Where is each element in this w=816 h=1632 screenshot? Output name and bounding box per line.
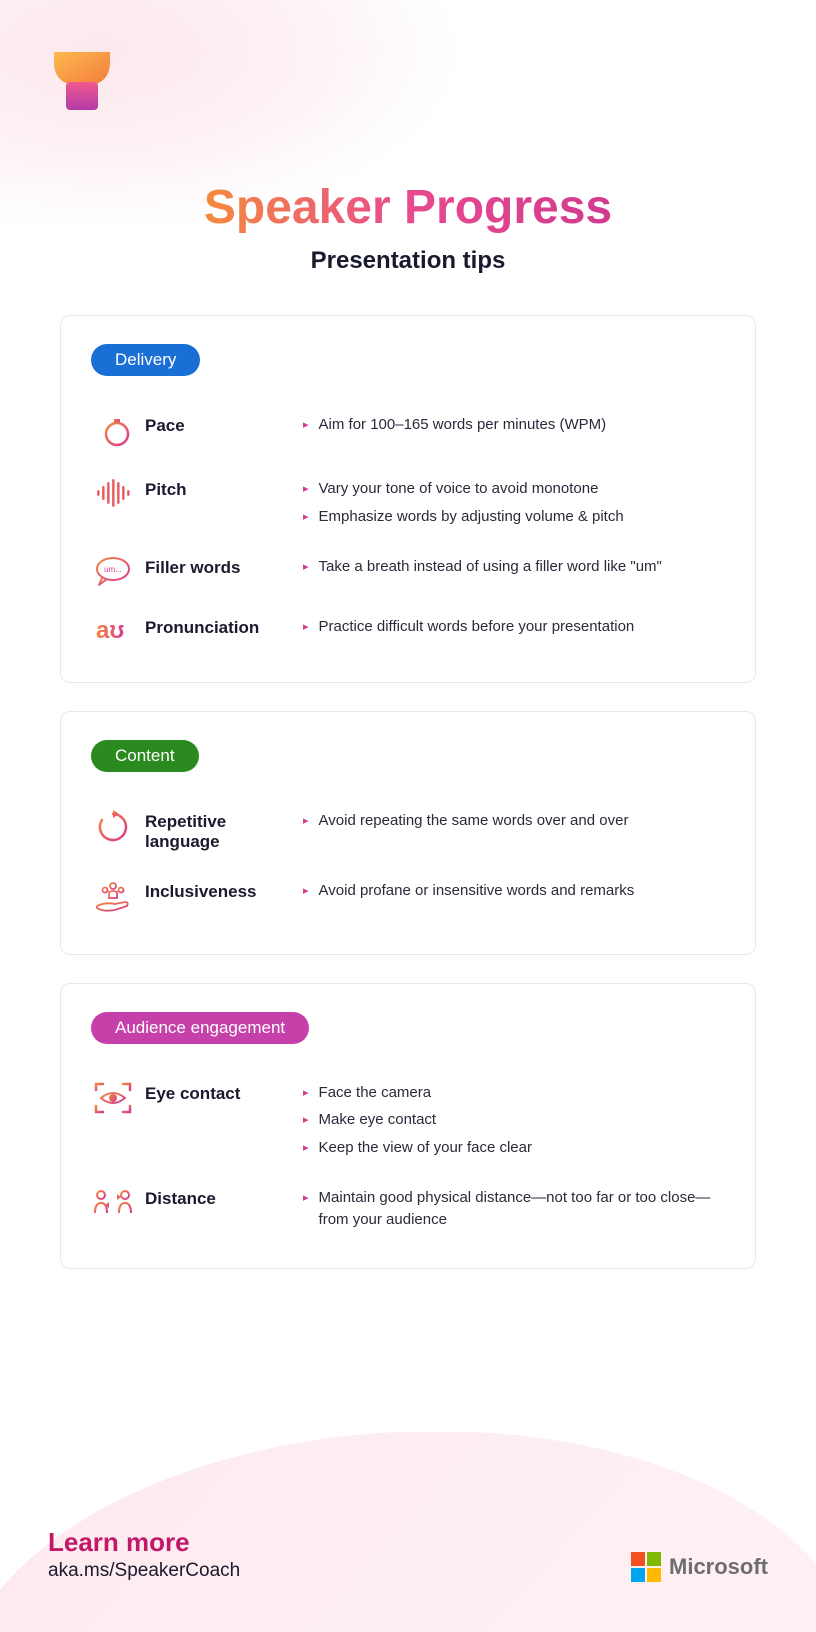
row-title-filler: Filler words [135, 556, 295, 578]
microsoft-logo: Microsoft [631, 1552, 768, 1582]
people-distance-icon [91, 1187, 135, 1217]
card-audience: Audience engagement Eye contact ▸Face th… [60, 983, 756, 1270]
bullet: ▸Emphasize words by adjusting volume & p… [303, 506, 725, 528]
svg-text:um...: um... [104, 565, 122, 574]
page-title: Speaker Progress [204, 180, 612, 235]
bullet: ▸Face the camera [303, 1082, 725, 1104]
row-inclusiveness: Inclusiveness ▸Avoid profane or insensit… [91, 866, 725, 930]
row-title-eye: Eye contact [135, 1082, 295, 1104]
ms-square-green [647, 1552, 661, 1566]
svg-text:aʊ: aʊ [96, 617, 124, 644]
row-eye-contact: Eye contact ▸Face the camera ▸Make eye c… [91, 1068, 725, 1173]
pill-content: Content [91, 740, 199, 772]
ms-square-red [631, 1552, 645, 1566]
learn-more-heading: Learn more [48, 1527, 240, 1558]
footer: Learn more aka.ms/SpeakerCoach Microsoft [0, 1527, 816, 1582]
row-title-inclusiveness: Inclusiveness [135, 880, 295, 902]
row-title-distance: Distance [135, 1187, 295, 1209]
bullet: ▸Avoid profane or insensitive words and … [303, 880, 725, 902]
phonetic-icon: aʊ [91, 616, 135, 644]
card-content: Content Repetitive language ▸Avoid repea… [60, 711, 756, 955]
row-repetitive: Repetitive language ▸Avoid repeating the… [91, 796, 725, 866]
learn-more-link[interactable]: aka.ms/SpeakerCoach [48, 1560, 240, 1582]
microsoft-text: Microsoft [669, 1554, 768, 1580]
row-title-repetitive: Repetitive language [135, 810, 295, 852]
row-pronunciation: aʊ Pronunciation ▸Practice difficult wor… [91, 602, 725, 658]
row-title-pace: Pace [135, 414, 295, 436]
row-title-pitch: Pitch [135, 478, 295, 500]
row-pitch: Pitch ▸Vary your tone of voice to avoid … [91, 464, 725, 542]
bullet: ▸Avoid repeating the same words over and… [303, 810, 725, 832]
header: Speaker Progress Presentation tips [60, 180, 756, 275]
bullet: ▸Practice difficult words before your pr… [303, 616, 725, 638]
row-pace: Pace ▸Aim for 100–165 words per minutes … [91, 400, 725, 464]
ms-square-yellow [647, 1568, 661, 1582]
refresh-icon [91, 810, 135, 844]
ms-square-blue [631, 1568, 645, 1582]
soundwave-icon [91, 478, 135, 508]
bullet: ▸Take a breath instead of using a filler… [303, 556, 725, 578]
bullet: ▸Make eye contact [303, 1109, 725, 1131]
pill-audience: Audience engagement [91, 1012, 309, 1044]
pill-delivery: Delivery [91, 344, 200, 376]
row-filler-words: um... Filler words ▸Take a breath instea… [91, 542, 725, 602]
page-subtitle: Presentation tips [60, 247, 756, 275]
row-title-pronunciation: Pronunciation [135, 616, 295, 638]
bullet: ▸Keep the view of your face clear [303, 1137, 725, 1159]
speech-bubble-icon: um... [91, 556, 135, 588]
bullet: ▸Maintain good physical distance—not too… [303, 1187, 725, 1231]
eye-icon [91, 1082, 135, 1114]
stopwatch-icon [91, 414, 135, 450]
row-distance: Distance ▸Maintain good physical distanc… [91, 1173, 725, 1245]
card-delivery: Delivery Pace ▸Aim for 100–165 words per… [60, 315, 756, 683]
bullet: ▸Vary your tone of voice to avoid monoto… [303, 478, 725, 500]
inclusiveness-icon [91, 880, 135, 916]
bullet: ▸Aim for 100–165 words per minutes (WPM) [303, 414, 725, 436]
